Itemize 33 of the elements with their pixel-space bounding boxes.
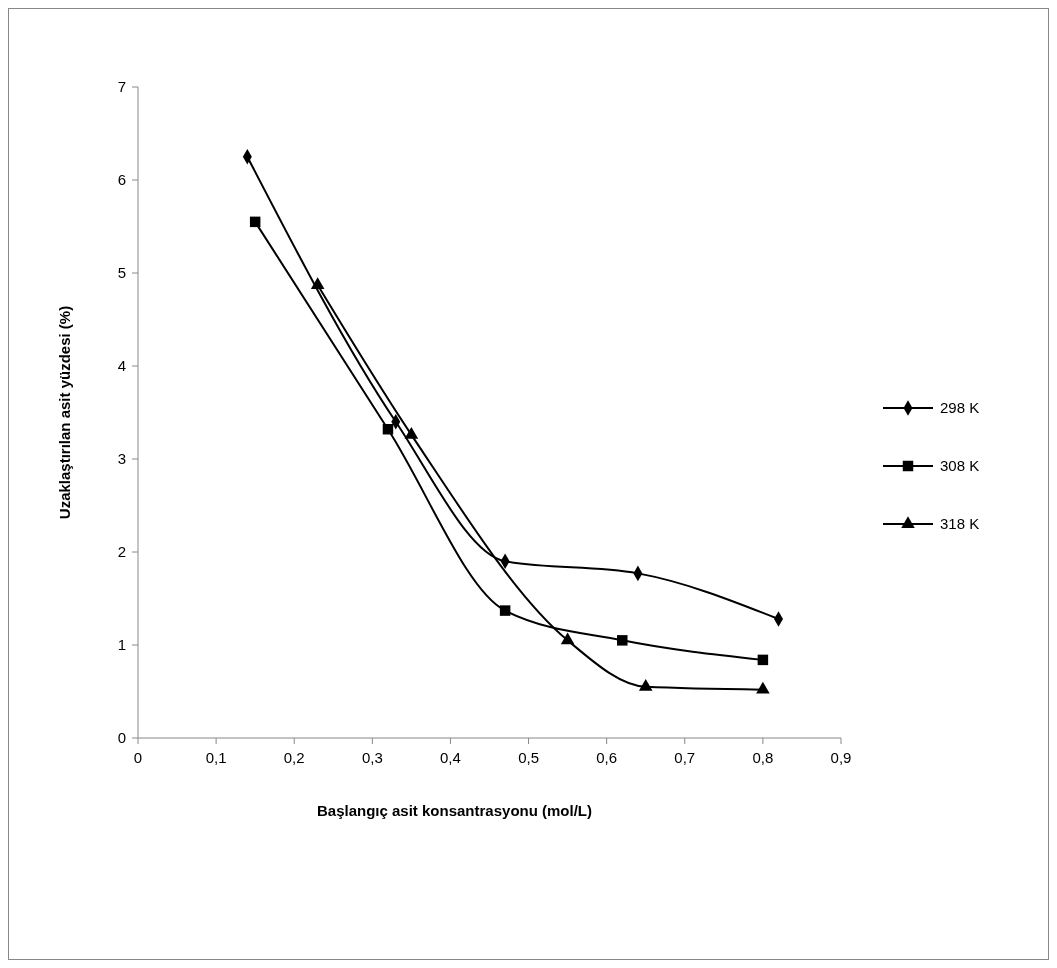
legend-label: 308 K (940, 457, 980, 475)
y-tick-label: 7 (117, 78, 126, 96)
x-tick-label: 0,3 (361, 749, 383, 766)
x-tick-label: 0,8 (752, 749, 774, 766)
point (404, 426, 419, 439)
point (756, 681, 770, 694)
y-tick-label: 2 (117, 543, 126, 561)
point (617, 635, 628, 646)
point (249, 216, 261, 228)
y-tick-label: 4 (117, 357, 126, 375)
x-tick-label: 0 (133, 749, 143, 766)
point (560, 632, 575, 645)
point (382, 424, 394, 435)
x-tick-label: 0,7 (674, 749, 696, 766)
point (499, 605, 511, 616)
x-tick-label: 0,6 (596, 749, 618, 766)
y-axis-title: Uzaklaştırılan asit yüzdesi (%) (56, 305, 73, 520)
legend-label: 298 K (940, 399, 980, 417)
x-tick-label: 0,1 (205, 749, 227, 766)
x-tick-label: 0,4 (440, 749, 461, 766)
x-tick-label: 0,2 (283, 749, 305, 766)
legend-label: 318 K (940, 515, 980, 533)
x-axis-title: Başlangıç asit konsantrasyonu (mol/L) (316, 802, 593, 819)
point (310, 277, 325, 290)
y-tick-label: 0 (117, 729, 126, 747)
y-tick-label: 3 (117, 450, 126, 468)
x-tick-label: 0,9 (830, 749, 852, 766)
point (757, 654, 769, 666)
x-tick-label: 0,5 (518, 749, 539, 766)
y-tick-label: 6 (117, 171, 126, 189)
point (638, 679, 653, 691)
y-tick-label: 5 (117, 264, 126, 282)
y-tick-label: 1 (117, 636, 126, 654)
